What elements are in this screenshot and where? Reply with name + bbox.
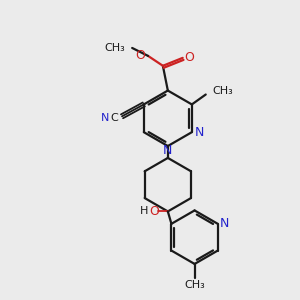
Text: O: O [135, 50, 145, 62]
Text: CH₃: CH₃ [104, 43, 125, 53]
Text: N: N [163, 145, 172, 158]
Text: N: N [195, 126, 205, 139]
Text: O: O [185, 51, 195, 64]
Text: C: C [110, 113, 118, 123]
Text: O: O [149, 205, 159, 218]
Text: N: N [101, 113, 110, 123]
Text: CH₃: CH₃ [213, 85, 233, 96]
Text: N: N [220, 217, 230, 230]
Text: H: H [140, 206, 148, 216]
Text: CH₃: CH₃ [184, 280, 205, 290]
